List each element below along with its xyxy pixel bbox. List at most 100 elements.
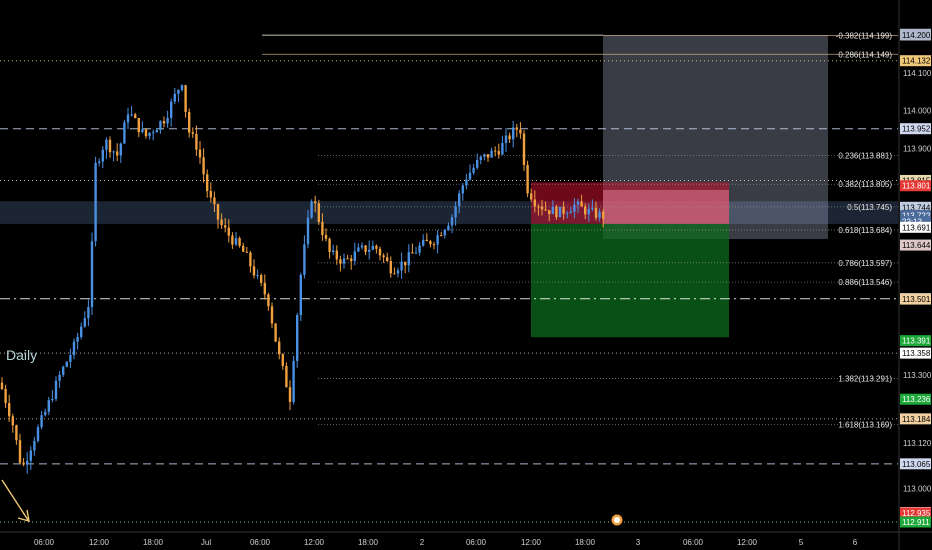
candle-body — [90, 241, 94, 307]
price-badge-label: 113.184 — [902, 415, 931, 424]
price-badge — [900, 221, 931, 233]
price-badge — [900, 293, 931, 305]
price-badge-label: 113.801 — [902, 182, 931, 191]
candle-body — [486, 154, 490, 158]
price-tick-label: 113.000 — [903, 484, 932, 493]
price-badge-label: 113.501 — [902, 295, 931, 304]
candle-body — [339, 259, 342, 264]
candle-body — [58, 374, 61, 381]
candle-body — [598, 211, 601, 218]
candle-body — [188, 112, 191, 133]
price-badge-label: 113.744 — [902, 203, 931, 212]
price-badge-label: 112.935 — [902, 509, 931, 518]
timeframe-label: Daily — [6, 347, 37, 363]
fib-level-label: 0.382(113.805) — [838, 180, 892, 189]
candle-body — [209, 191, 212, 198]
time-tick-label: 06:00 — [466, 538, 487, 547]
time-tick-label: Jul — [201, 538, 211, 547]
candle-body — [378, 248, 382, 256]
candle-body — [170, 101, 173, 118]
price-tick-label: 114.100 — [903, 69, 932, 78]
time-axis[interactable]: 06:00 12:00 18:00 Jul 06:00 12:00 18:00 2 06:00 1… — [0, 531, 932, 547]
candle-body — [94, 162, 97, 242]
candle-body — [191, 132, 194, 134]
price-tick-label: 113.120 — [903, 439, 932, 448]
annotations-layer — [1, 479, 623, 526]
candle-body — [123, 122, 126, 144]
candle-body — [69, 355, 72, 362]
candle-body — [8, 403, 11, 417]
candle-body — [130, 114, 133, 116]
candle-body — [299, 274, 302, 316]
candle-body — [544, 209, 547, 211]
price-badge-label: 113.644 — [902, 241, 931, 250]
candle-body — [180, 85, 184, 90]
candle-body — [436, 235, 439, 245]
candle-body — [263, 282, 266, 295]
candle-body — [105, 139, 108, 150]
candle-body — [108, 139, 112, 153]
candle-body — [494, 150, 497, 152]
candle-body — [15, 425, 18, 441]
candle-body — [296, 315, 299, 361]
candle-body — [29, 450, 32, 461]
candle-body — [216, 204, 220, 220]
candle-body — [364, 245, 367, 252]
price-tick-label: 113.300 — [903, 371, 932, 380]
price-badge — [900, 55, 931, 67]
candle-body — [440, 235, 443, 237]
candle-body — [425, 239, 428, 242]
candle-body — [33, 440, 36, 451]
price-badge-label: 114.200 — [902, 31, 931, 40]
candle-body — [162, 121, 166, 124]
candle-body — [414, 252, 418, 254]
price-axis[interactable]: 114.100 114.000 113.900 113.300 113.120 113.0… — [898, 0, 932, 550]
candle-body — [119, 143, 122, 156]
price-badge — [900, 123, 931, 135]
candle-body — [249, 252, 252, 267]
candle-body — [461, 185, 464, 194]
price-badge — [900, 413, 931, 425]
price-badge-label: 113.722 — [902, 212, 931, 221]
price-badge-label: 114.132 — [902, 57, 931, 66]
candle-body — [270, 306, 274, 324]
candle-body — [360, 245, 364, 248]
candle-body — [465, 179, 468, 186]
price-badge — [900, 507, 931, 519]
time-tick-label: 3 — [636, 538, 641, 547]
candle-body — [51, 398, 54, 401]
candle-body — [11, 416, 14, 426]
candle-body — [220, 219, 223, 226]
price-badge-label: 113.065 — [902, 460, 931, 469]
time-tick-label: 5 — [799, 538, 804, 547]
candle-body — [144, 129, 148, 137]
candle-body — [490, 150, 493, 158]
candle-body — [587, 209, 590, 215]
fib-level-label: 0.786(113.597) — [838, 259, 892, 268]
candle-body — [76, 336, 79, 342]
candle-body — [159, 121, 162, 130]
candle-body — [432, 244, 436, 246]
candle-body — [54, 380, 58, 399]
candle-body — [274, 323, 277, 342]
candle-body — [184, 85, 187, 113]
candle-body — [602, 211, 605, 219]
candle-body — [472, 167, 475, 173]
candle-body — [267, 294, 270, 307]
candle-body — [357, 247, 360, 252]
candle-body — [65, 361, 68, 367]
candle-body — [447, 225, 450, 230]
target-box-zone — [531, 223, 729, 338]
candle-body — [148, 132, 151, 137]
candle-body — [137, 118, 140, 133]
fib-level-label: -0.382(114.199) — [836, 31, 893, 40]
candle-body — [303, 244, 306, 275]
candle-body — [224, 225, 227, 228]
levels-layer — [0, 60, 898, 523]
candle-body — [346, 258, 349, 260]
candle-body — [234, 238, 238, 245]
candle-body — [310, 201, 313, 218]
candle-body — [450, 217, 454, 226]
candle-body — [83, 318, 86, 327]
